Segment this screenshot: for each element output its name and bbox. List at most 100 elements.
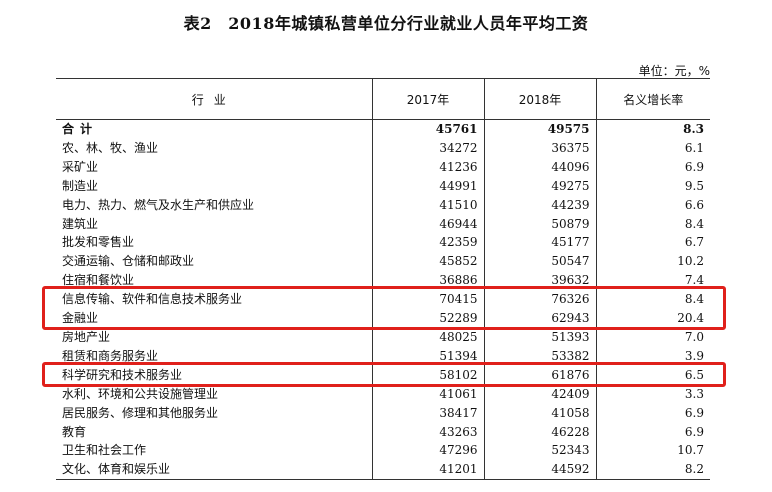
table-row: 批发和零售业 42359 45177 6.7 — [56, 233, 710, 253]
row-industry-name: 居民服务、修理和其他服务业 — [62, 405, 219, 420]
wage-table: 行业 2017年 2018年 名义增长率 合计 45761 49575 8.3 农、林、… — [56, 78, 710, 481]
row-value-2018: 62943 — [483, 309, 596, 328]
row-industry-name: 教育 — [62, 424, 87, 439]
row-growth-rate: 8.4 — [595, 214, 710, 234]
table-row: 水利、环境和公共设施管理业 41061 42409 3.3 — [56, 384, 710, 404]
row-growth-rate: 6.5 — [595, 365, 710, 385]
row-growth-rate: 3.3 — [595, 384, 710, 404]
table-row: 电力、热力、燃气及水生产和供应业 41510 44239 6.6 — [56, 195, 710, 215]
table-row: 租赁和商务服务业 51394 53382 3.9 — [56, 346, 710, 366]
row-value-2018: 44592 — [483, 460, 596, 481]
table-row: 房地产业 48025 51393 7.0 — [56, 327, 710, 347]
row-value-2017: 34272 — [371, 138, 484, 158]
row-value-2017: 41236 — [371, 157, 484, 177]
row-industry-name: 农、林、牧、渔业 — [62, 140, 159, 155]
row-value-2018: 61876 — [483, 365, 596, 385]
header-2017: 2017年 — [371, 78, 484, 120]
header-2018: 2018年 — [483, 78, 596, 120]
row-growth-rate: 10.7 — [595, 441, 710, 461]
table-row: 教育 43263 46228 6.9 — [56, 422, 710, 442]
header-row: 行业 2017年 2018年 名义增长率 — [56, 78, 710, 120]
row-industry-name: 批发和零售业 — [62, 235, 135, 250]
row-value-2017: 58102 — [371, 365, 484, 385]
row-growth-rate: 7.4 — [595, 271, 710, 291]
row-growth-rate: 8.4 — [595, 290, 710, 310]
row-industry-name: 科学研究和技术服务业 — [62, 367, 183, 382]
row-value-2017: 41510 — [371, 195, 484, 215]
row-value-2018: 44096 — [483, 157, 596, 177]
row-industry-name: 合计 — [62, 122, 99, 136]
table-row: 制造业 44991 49275 9.5 — [56, 176, 710, 196]
row-value-2018: 39632 — [483, 271, 596, 291]
row-growth-rate: 9.5 — [595, 176, 710, 196]
row-growth-rate: 6.9 — [595, 403, 710, 423]
row-industry-name: 文化、体育和娱乐业 — [56, 460, 372, 481]
row-growth-rate: 10.2 — [595, 252, 710, 272]
row-value-2017: 44991 — [371, 176, 484, 196]
table-row: 住宿和餐饮业 36886 39632 7.4 — [56, 271, 710, 291]
row-industry-name: 水利、环境和公共设施管理业 — [62, 386, 219, 401]
row-industry-name: 建筑业 — [62, 216, 99, 231]
row-industry-name: 信息传输、软件和信息技术服务业 — [62, 292, 243, 307]
table-row: 建筑业 46944 50879 8.4 — [56, 214, 710, 234]
row-value-2018: 45177 — [483, 233, 596, 253]
row-industry-name: 制造业 — [62, 178, 99, 193]
row-industry-name: 采矿业 — [62, 159, 99, 174]
row-value-2017: 48025 — [371, 327, 484, 347]
row-growth-rate: 3.9 — [595, 346, 710, 366]
row-industry-name: 住宿和餐饮业 — [62, 273, 135, 288]
row-growth-rate: 6.6 — [595, 195, 710, 215]
row-growth-rate: 6.9 — [595, 422, 710, 442]
table-row: 科学研究和技术服务业 58102 61876 6.5 — [56, 365, 710, 385]
row-industry-name: 房地产业 — [62, 329, 111, 344]
row-growth-rate: 20.4 — [595, 309, 710, 328]
row-value-2017: 43263 — [371, 422, 484, 442]
row-value-2018: 50547 — [483, 252, 596, 272]
row-value-2017: 41061 — [371, 384, 484, 404]
row-value-2017: 52289 — [371, 309, 484, 328]
header-industry: 行业 — [56, 78, 372, 120]
table-title: 表2 2018年城镇私营单位分行业就业人员年平均工资 — [183, 14, 589, 33]
table-row: 农、林、牧、渔业 34272 36375 6.1 — [56, 138, 710, 158]
row-value-2017: 51394 — [371, 346, 484, 366]
row-industry-name: 金融业 — [62, 311, 99, 326]
row-growth-rate: 6.7 — [595, 233, 710, 253]
row-value-2018: 52343 — [483, 441, 596, 461]
row-value-2018: 42409 — [483, 384, 596, 404]
row-value-2018: 41058 — [483, 403, 596, 423]
header-growth: 名义增长率 — [595, 78, 710, 120]
row-industry-name: 电力、热力、燃气及水生产和供应业 — [62, 197, 255, 212]
table-row: 金融业 52289 62943 20.4 — [56, 309, 710, 328]
table-row: 交通运输、仓储和邮政业 45852 50547 10.2 — [56, 252, 710, 272]
row-value-2018: 44239 — [483, 195, 596, 215]
row-value-2018: 53382 — [483, 346, 596, 366]
row-value-2017: 70415 — [371, 290, 484, 310]
row-value-2018: 49575 — [483, 119, 596, 139]
table-row: 信息传输、软件和信息技术服务业 70415 76326 8.4 — [56, 290, 710, 310]
row-value-2017: 45852 — [371, 252, 484, 272]
row-growth-rate: 7.0 — [595, 327, 710, 347]
table-row: 居民服务、修理和其他服务业 38417 41058 6.9 — [56, 403, 710, 423]
table-row: 采矿业 41236 44096 6.9 — [56, 157, 710, 177]
row-growth-rate: 8.3 — [595, 119, 710, 139]
row-growth-rate: 6.9 — [595, 157, 710, 177]
table-row: 卫生和社会工作 47296 52343 10.7 — [56, 441, 710, 461]
unit-label: 单位：元，% — [638, 64, 710, 78]
row-industry-name: 交通运输、仓储和邮政业 — [62, 254, 195, 269]
row-value-2018: 36375 — [483, 138, 596, 158]
row-value-2017: 38417 — [371, 403, 484, 423]
row-value-2017: 47296 — [371, 441, 484, 461]
row-value-2018: 51393 — [483, 327, 596, 347]
row-growth-rate: 6.1 — [595, 138, 710, 158]
table-row: 合计 45761 49575 8.3 — [56, 119, 710, 139]
table-row: 文化、体育和娱乐业 41201 44592 8.2 — [56, 460, 710, 481]
row-value-2017: 36886 — [371, 271, 484, 291]
row-value-2018: 50879 — [483, 214, 596, 234]
row-value-2017: 46944 — [371, 214, 484, 234]
row-industry-name: 卫生和社会工作 — [62, 443, 147, 458]
row-value-2018: 46228 — [483, 422, 596, 442]
row-growth-rate: 8.2 — [595, 460, 710, 481]
row-value-2017: 41201 — [371, 460, 484, 481]
row-value-2018: 49275 — [483, 176, 596, 196]
row-value-2017: 42359 — [371, 233, 484, 253]
